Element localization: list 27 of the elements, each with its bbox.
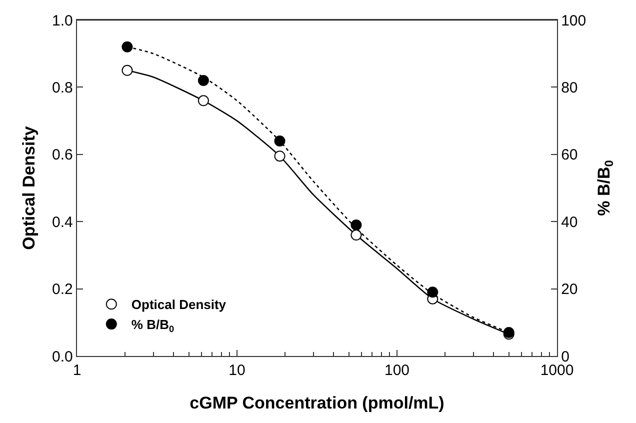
y2-tick-label: 20 [561, 281, 578, 298]
y-tick-label: 0.8 [52, 79, 73, 96]
x-tick-label: 100 [384, 362, 410, 380]
y2-tick-label: 100 [561, 12, 586, 30]
legend-label: Optical Density [131, 297, 227, 312]
legend-label: % B/B$_{0}$ [131, 317, 174, 334]
point [427, 286, 438, 298]
y-tick-label: 0.6 [52, 146, 73, 164]
y-axis-title: Optical Density [20, 126, 39, 250]
x-tick-label: 1 [72, 362, 82, 380]
point [122, 64, 133, 76]
y2-tick-label: 80 [561, 79, 578, 96]
y-tick-label: 1.0 [52, 12, 73, 30]
point [350, 230, 362, 241]
point [198, 95, 209, 106]
point [274, 135, 286, 146]
y-tick-label: 0.2 [52, 281, 73, 298]
point [350, 219, 362, 230]
x-axis-title: cGMP Concentration (pmol/mL) [190, 394, 444, 412]
point [122, 41, 133, 52]
x-tick-label: 10 [228, 362, 246, 380]
y2-tick-label: 60 [561, 146, 578, 164]
y-tick-label: 0.4 [52, 214, 73, 231]
point [198, 74, 209, 86]
point [274, 150, 286, 162]
y2-tick-label: 40 [561, 214, 578, 231]
y-tick-label: 0.0 [52, 348, 73, 366]
